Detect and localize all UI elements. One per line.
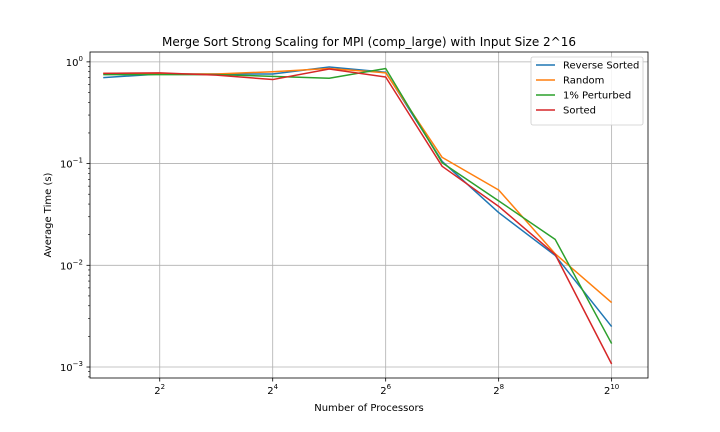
legend-label: Reverse Sorted	[563, 61, 639, 72]
chart-title: Merge Sort Strong Scaling for MPI (comp_…	[162, 35, 576, 49]
x-axis: 22 24 26 28 210	[154, 378, 619, 397]
x-tick-label: 22	[154, 383, 165, 397]
series-layer	[103, 66, 613, 365]
series-line-3	[103, 68, 613, 365]
y-tick-label: 10−1	[60, 157, 83, 171]
x-tick-label: 26	[380, 383, 391, 397]
legend: Reverse Sorted Random 1% Perturbed Sorted	[530, 56, 644, 126]
x-tick-label: 28	[493, 383, 504, 397]
y-axis: 100 10−1 10−2 10−3	[60, 55, 90, 378]
legend-label: Random	[563, 76, 604, 87]
x-axis-label: Number of Processors	[314, 403, 424, 414]
x-tick-label: 210	[604, 383, 619, 397]
legend-box	[530, 56, 644, 126]
y-tick-label: 10−2	[60, 258, 83, 272]
y-axis-label: Average Time (s)	[43, 172, 54, 257]
legend-label: Sorted	[563, 106, 596, 117]
y-tick-label: 10−3	[60, 360, 83, 374]
y-tick-label: 100	[66, 55, 83, 69]
plot-frame	[89, 51, 649, 379]
legend-label: 1% Perturbed	[563, 91, 631, 102]
x-tick-label: 24	[267, 383, 278, 397]
